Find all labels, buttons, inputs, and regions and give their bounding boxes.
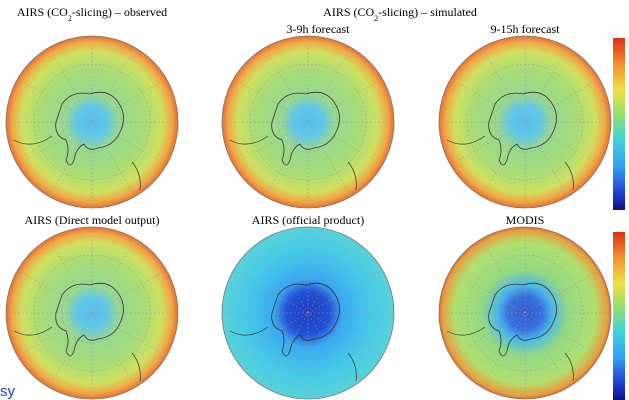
map xyxy=(222,36,394,208)
panel-subtitle: 3-9h forecast xyxy=(287,22,351,36)
panel-title: AIRS (Direct model output) xyxy=(25,213,160,227)
map xyxy=(6,227,178,399)
colorbar xyxy=(613,232,625,400)
slide: AIRS (CO2-slicing) – observed AIRS (CO2-… xyxy=(0,0,629,400)
panel-title: AIRS (official product) xyxy=(252,213,364,227)
panel-subtitle: 9-15h forecast xyxy=(491,22,561,36)
panel-title: AIRS (CO2-slicing) – observed xyxy=(17,5,167,23)
map xyxy=(6,36,178,208)
footer-text: sy xyxy=(0,383,16,400)
panel-title: AIRS (CO2-slicing) – simulated xyxy=(323,5,477,23)
map xyxy=(439,227,611,399)
colorbar xyxy=(613,38,625,210)
panel-title: MODIS xyxy=(506,213,545,227)
map xyxy=(222,227,394,399)
map xyxy=(439,36,611,208)
